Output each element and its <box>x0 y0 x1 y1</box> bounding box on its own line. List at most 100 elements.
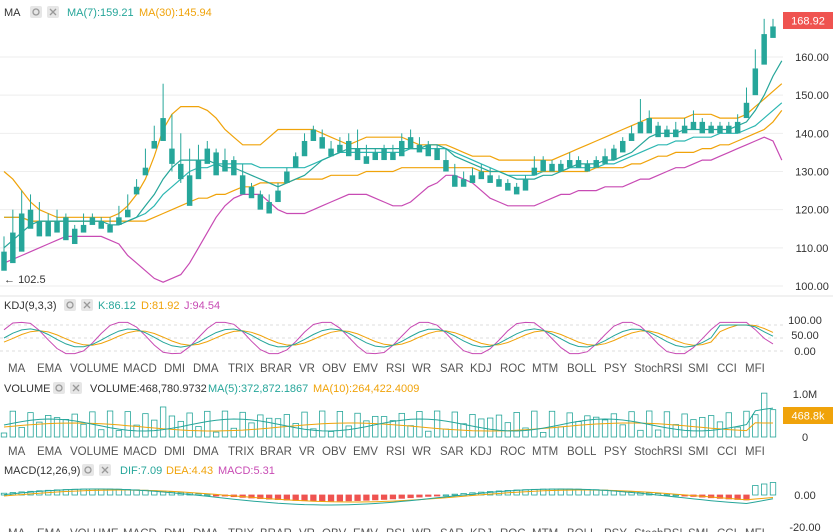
tab-boll[interactable]: BOLL <box>567 528 597 532</box>
candle-body[interactable] <box>664 129 670 138</box>
tab-wr[interactable]: WR <box>412 446 431 458</box>
candle-body[interactable] <box>690 121 697 130</box>
candle-body[interactable] <box>142 167 149 176</box>
tab-boll[interactable]: BOLL <box>567 446 597 458</box>
volume-settings-icon[interactable] <box>53 382 65 394</box>
candle-body[interactable] <box>133 186 140 195</box>
tab-psy[interactable]: PSY <box>604 528 627 532</box>
tab-sar[interactable]: SAR <box>440 528 464 532</box>
candle-body[interactable] <box>301 140 308 157</box>
candle-body[interactable] <box>248 186 255 199</box>
tab-dma[interactable]: DMA <box>193 363 219 375</box>
macd-settings-icon[interactable] <box>82 464 94 476</box>
tab-ma[interactable]: MA <box>8 363 26 375</box>
candle-body[interactable] <box>98 221 104 229</box>
candle-body[interactable] <box>681 125 688 134</box>
tab-sar[interactable]: SAR <box>440 363 464 375</box>
candle-body[interactable] <box>345 140 352 157</box>
candle-body[interactable] <box>381 148 387 161</box>
tab-macd[interactable]: MACD <box>123 528 157 532</box>
tab-ma[interactable]: MA <box>8 446 26 458</box>
candle-body[interactable] <box>27 209 34 229</box>
tab-smi[interactable]: SMI <box>688 446 708 458</box>
tab-cci[interactable]: CCI <box>717 446 737 458</box>
candle-body[interactable] <box>549 163 555 172</box>
candle-body[interactable] <box>63 217 69 241</box>
candle-body[interactable] <box>487 175 493 183</box>
tab-kdj[interactable]: KDJ <box>470 446 492 458</box>
tab-cci[interactable]: CCI <box>717 363 737 375</box>
tab-roc[interactable]: ROC <box>500 528 526 532</box>
candle-body[interactable] <box>602 156 608 164</box>
tab-emv[interactable]: EMV <box>353 528 378 532</box>
tab-dma[interactable]: DMA <box>193 528 219 532</box>
tab-volume[interactable]: VOLUME <box>70 363 119 375</box>
tab-brar[interactable]: BRAR <box>260 528 292 532</box>
candle-body[interactable] <box>708 125 714 134</box>
tab-macd[interactable]: MACD <box>123 446 157 458</box>
candle-body[interactable] <box>460 179 467 187</box>
candle-body[interactable] <box>310 129 317 141</box>
candle-body[interactable] <box>513 186 520 195</box>
candle-body[interactable] <box>54 221 60 233</box>
candle-body[interactable] <box>1 251 7 271</box>
tab-psy[interactable]: PSY <box>604 446 627 458</box>
candle-body[interactable] <box>566 160 573 168</box>
tab-trix[interactable]: TRIX <box>228 528 255 532</box>
tab-dma[interactable]: DMA <box>193 446 219 458</box>
candle-body[interactable] <box>761 34 767 65</box>
candle-body[interactable] <box>354 148 361 161</box>
candle-body[interactable] <box>45 221 51 237</box>
tab-brar[interactable]: BRAR <box>260 446 292 458</box>
tab-dmi[interactable]: DMI <box>164 363 185 375</box>
tab-volume[interactable]: VOLUME <box>70 446 119 458</box>
tab-rsi[interactable]: RSI <box>386 363 405 375</box>
tab-brar[interactable]: BRAR <box>260 363 292 375</box>
candle-body[interactable] <box>434 148 440 161</box>
candle-body[interactable] <box>151 140 158 149</box>
tab-mfi[interactable]: MFI <box>745 363 765 375</box>
candle-body[interactable] <box>186 175 193 206</box>
candle-body[interactable] <box>522 179 529 191</box>
candle-body[interactable] <box>443 160 449 172</box>
candle-body[interactable] <box>266 202 272 214</box>
tab-kdj[interactable]: KDJ <box>470 528 492 532</box>
candle-body[interactable] <box>496 179 502 187</box>
tab-psy[interactable]: PSY <box>604 363 627 375</box>
volume-close-icon[interactable] <box>70 382 82 394</box>
candle-body[interactable] <box>257 194 264 210</box>
candle-body[interactable] <box>363 156 370 164</box>
candle-body[interactable] <box>575 160 582 168</box>
tab-ma[interactable]: MA <box>8 528 26 532</box>
candle-body[interactable] <box>540 160 546 172</box>
tab-cci[interactable]: CCI <box>717 528 737 532</box>
indicator-tab-bar[interactable]: MA EMA VOLUME MACD DMI DMA TRIX BRAR VR OBV EMV RSI… <box>8 363 765 375</box>
tab-wr[interactable]: WR <box>412 528 431 532</box>
tab-dmi[interactable]: DMI <box>164 446 185 458</box>
tab-smi[interactable]: SMI <box>688 528 708 532</box>
candle-body[interactable] <box>160 118 166 141</box>
candle-body[interactable] <box>231 160 237 176</box>
candle-body[interactable] <box>416 144 423 153</box>
candle-body[interactable] <box>195 160 202 180</box>
candle-body[interactable] <box>726 125 732 134</box>
tab-stochrsi[interactable]: StochRSI <box>634 528 683 532</box>
main-close-icon[interactable] <box>47 6 59 18</box>
candlesticks[interactable] <box>1 18 776 271</box>
candle-body[interactable] <box>80 224 87 233</box>
tab-emv[interactable]: EMV <box>353 446 378 458</box>
tab-mtm[interactable]: MTM <box>532 446 558 458</box>
candle-body[interactable] <box>107 224 113 233</box>
candle-body[interactable] <box>71 228 78 245</box>
candle-body[interactable] <box>328 148 334 157</box>
tab-kdj[interactable]: KDJ <box>470 363 492 375</box>
tab-trix[interactable]: TRIX <box>228 446 255 458</box>
candle-body[interactable] <box>752 68 759 96</box>
candle-body[interactable] <box>169 148 175 164</box>
candle-body[interactable] <box>239 175 246 195</box>
candle-body[interactable] <box>469 175 476 183</box>
tab-ema[interactable]: EMA <box>37 446 62 458</box>
candle-body[interactable] <box>628 133 635 141</box>
candle-body[interactable] <box>292 156 299 168</box>
